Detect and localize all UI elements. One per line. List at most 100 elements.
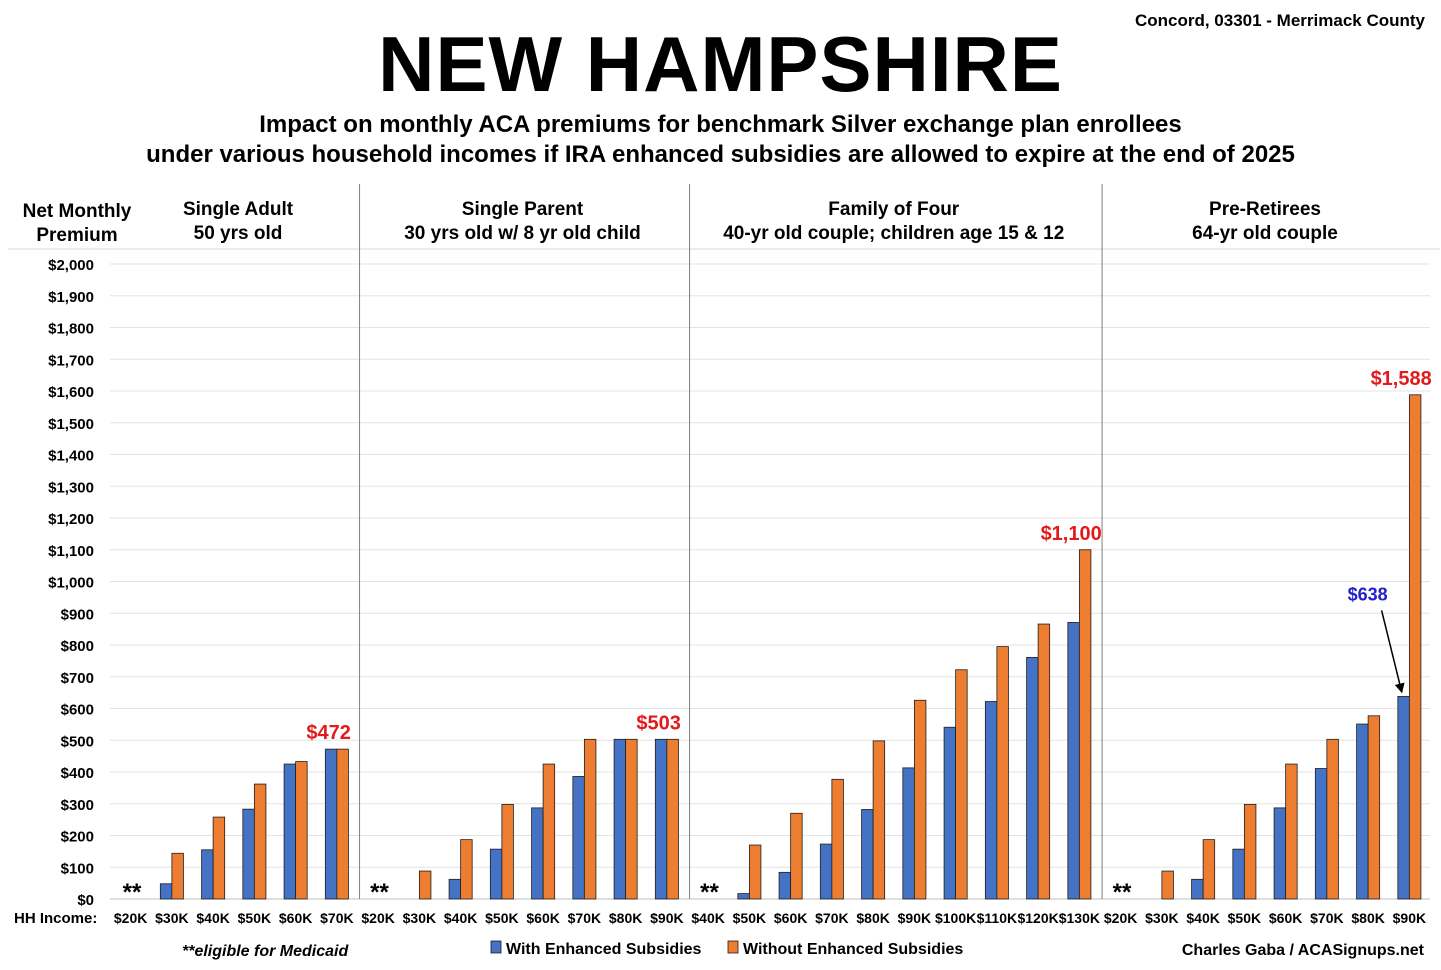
x-tick-label: $130K: [1059, 910, 1100, 926]
bar-with-subsidies: [283, 763, 297, 900]
medicaid-mark: **: [370, 879, 389, 906]
x-tick-label: $50K: [485, 910, 518, 926]
x-axis-label: HH Income:: [14, 910, 97, 927]
y-tick-label: $1,800: [48, 321, 94, 338]
bar-without-subsidies: [295, 761, 308, 900]
bar-with-subsidies: [1356, 723, 1369, 900]
bar-without-subsidies: [831, 778, 844, 900]
x-tick-label: $80K: [1351, 910, 1384, 926]
y-tick-label: $800: [61, 638, 94, 655]
y-tick-label: $1,100: [48, 543, 94, 560]
x-tick-label: $30K: [155, 910, 188, 926]
bar-with-subsidies: [1191, 878, 1204, 900]
legend: With Enhanced Subsidies Without Enhanced …: [490, 940, 963, 958]
x-tick-label: $70K: [320, 910, 353, 926]
bar-without-subsidies: [955, 669, 968, 900]
x-tick-label: $20K: [361, 910, 394, 926]
x-tick-label: $60K: [279, 910, 312, 926]
bar-without-subsidies: [542, 763, 556, 900]
location-label: Concord, 03301 - Merrimack County: [1134, 11, 1425, 30]
bar-with-subsidies: [613, 738, 627, 900]
grid-layer: [8, 184, 1440, 900]
bar-with-subsidies: [242, 808, 255, 900]
x-tick-label: $70K: [1310, 910, 1343, 926]
x-tick-label: $90K: [650, 910, 683, 926]
bar-with-subsidies: [1314, 768, 1328, 900]
bar-without-subsidies: [1243, 803, 1257, 900]
x-tick-label: $50K: [1228, 910, 1261, 926]
legend-label: With Enhanced Subsidies: [506, 941, 702, 958]
x-tick-label: $20K: [114, 910, 147, 926]
bar-with-subsidies: [861, 809, 874, 900]
bar-without-subsidies: [336, 748, 349, 900]
group-title: Single Parent: [462, 199, 584, 220]
y-tick-label: $1,000: [48, 575, 94, 592]
y-tick-label: $500: [61, 733, 94, 750]
y-tick-label: $1,600: [48, 384, 94, 401]
group-subtitle: 50 yrs old: [194, 223, 283, 244]
bar-without-subsidies: [666, 738, 679, 900]
annotation-arrow: [1380, 610, 1405, 694]
y-tick-label: $200: [61, 829, 94, 846]
y-tick-label: $600: [61, 702, 94, 719]
y-tick-label: $1,400: [48, 448, 94, 465]
x-tick-label: $80K: [609, 910, 642, 926]
bar-without-subsidies: [625, 738, 638, 900]
y-tick-label: $1,200: [48, 511, 94, 528]
group-title: Single Adult: [183, 199, 294, 220]
bar-without-subsidies: [913, 699, 927, 900]
medicaid-mark: **: [1113, 879, 1132, 906]
bar-with-subsidies: [654, 738, 668, 900]
bar-without-subsidies: [1285, 763, 1298, 900]
x-tick-label: $110K: [977, 910, 1017, 926]
bar-without-subsidies: [171, 852, 184, 900]
bar-with-subsidies: [819, 843, 833, 900]
group-title: Family of Four: [828, 199, 960, 220]
bar-with-subsidies: [448, 878, 462, 900]
group-subtitle: 30 yrs old w/ 8 yr old child: [404, 223, 641, 244]
group-title: Pre-Retirees: [1209, 199, 1321, 220]
x-tick-label: $90K: [898, 910, 931, 926]
bar-without-subsidies: [996, 646, 1009, 900]
bar-with-subsidies: [159, 883, 173, 900]
bar-without-subsidies: [1326, 738, 1339, 900]
bar-without-subsidies: [501, 803, 514, 900]
annotation-label: $472: [306, 722, 351, 744]
bar-without-subsidies: [253, 783, 267, 900]
y-tick-label: $900: [61, 606, 94, 623]
y-tick-label: $0: [77, 892, 94, 909]
y-tick-label: $1,900: [48, 289, 94, 306]
y-axis-label-line1: Net Monthly: [23, 201, 132, 222]
x-tick-label: $40K: [1186, 910, 1219, 926]
bar-without-subsidies: [790, 812, 803, 900]
y-tick-label: $2,000: [48, 257, 94, 274]
bar-with-subsidies: [984, 701, 998, 900]
subtitle-line-1: Impact on monthly ACA premiums for bench…: [259, 111, 1182, 138]
chart-title: NEW HAMPSHIRE: [378, 20, 1063, 108]
annotation-label: $638: [1348, 584, 1388, 604]
annotation-label: $1,588: [1371, 368, 1432, 390]
x-tick-label: $70K: [568, 910, 601, 926]
legend-label: Without Enhanced Subsidies: [743, 941, 963, 958]
bar-with-subsidies: [778, 871, 792, 900]
bar-without-subsidies: [1367, 715, 1381, 900]
annotation-label: $503: [636, 712, 681, 734]
annotation-label: $1,100: [1041, 523, 1102, 545]
group-subtitle: 64-yr old couple: [1192, 223, 1338, 244]
bar-without-subsidies: [418, 870, 432, 900]
x-tick-label: $100K: [935, 910, 976, 926]
bar-without-subsidies: [1037, 623, 1051, 900]
x-tick-label: $50K: [733, 910, 766, 926]
bar-with-subsidies: [1232, 848, 1245, 900]
bar-with-subsidies: [943, 726, 957, 900]
bar-with-subsidies: [1273, 807, 1287, 900]
subtitle-line-2: under various household incomes if IRA e…: [146, 141, 1295, 168]
bar-without-subsidies: [1161, 870, 1174, 900]
credit-label: Charles Gaba / ACASignups.net: [1182, 942, 1425, 959]
x-tick-label: $40K: [196, 910, 229, 926]
bar-with-subsidies: [902, 767, 915, 900]
bar-with-subsidies: [1067, 622, 1080, 900]
y-tick-label: $300: [61, 797, 94, 814]
bar-without-subsidies: [212, 816, 226, 900]
